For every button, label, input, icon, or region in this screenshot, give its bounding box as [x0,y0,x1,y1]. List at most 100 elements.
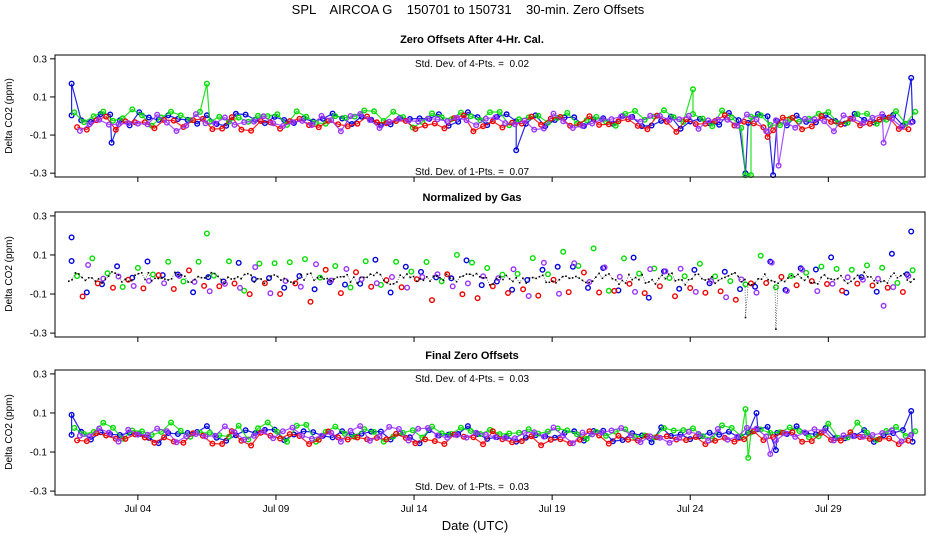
data-point-black [445,273,448,276]
data-point-black [581,279,584,282]
data-point-black [505,274,508,277]
data-point-purple [289,424,296,431]
data-point-green [167,108,174,115]
data-point-purple [890,284,897,291]
data-point-blue [503,111,510,118]
data-point-black [704,279,706,281]
data-point-green [104,270,111,277]
data-point-blue [478,282,485,289]
data-point-purple [492,434,499,441]
series-line-red [76,114,909,139]
data-point-red [741,436,748,443]
data-point-blue [402,263,409,270]
data-point-black [846,282,849,285]
data-point-black [638,278,640,281]
data-point-green [709,123,716,130]
data-point-purple [299,117,306,124]
data-point-red [412,440,419,447]
data-point-purple [705,437,712,444]
data-point-green [487,109,494,116]
data-point-purple [449,283,456,290]
data-point-red [615,432,622,439]
panel-1-title: Zero Offsets After 4-Hr. Cal. [400,34,544,46]
data-point-black [542,274,544,277]
data-point-purple [598,429,605,436]
data-point-black [240,277,242,280]
data-point-purple [724,436,731,443]
data-point-red [687,285,694,292]
data-point-green [256,260,263,267]
data-point-red [866,120,873,127]
panel-2-xticks [137,337,829,342]
data-point-black [435,275,438,277]
data-point-purple [115,438,122,445]
data-point-purple [531,429,538,436]
data-point-purple [176,272,183,279]
data-point-black [97,278,100,280]
data-point-black [459,276,461,278]
data-point-red [451,431,458,438]
data-point-purple [571,260,578,267]
data-point-blue [554,263,561,270]
data-point-black [194,278,196,281]
data-point-blue [648,439,655,446]
data-point-red [122,435,129,442]
data-point-purple [888,115,895,122]
data-point-purple [173,439,180,446]
data-point-black [167,279,169,281]
data-point-red [611,287,618,294]
data-point-black [389,283,392,286]
data-point-green [496,108,503,115]
data-point-blue [908,408,915,415]
data-point-red [824,281,831,288]
data-point-red [869,282,876,289]
data-point-black [78,273,80,275]
data-point-red [83,438,90,445]
data-point-green [529,255,536,262]
data-point-blue [311,286,318,293]
data-point-black [863,271,865,273]
panel-3: Final Zero Offsets -0.3 -0.1 0.1 0.3 Delta … [4,350,926,500]
data-point-black [399,274,401,276]
data-point-red [151,439,158,446]
data-point-blue [433,274,440,281]
data-point-purple [328,117,335,124]
data-point-purple [453,114,460,121]
data-point-black [127,280,130,283]
data-point-green [681,273,688,280]
data-point-red [847,429,854,436]
data-point-green [574,120,581,127]
data-point-black [720,277,723,280]
data-point-purple [192,431,199,438]
data-point-purple [250,118,257,125]
data-point-red [580,269,587,276]
data-point-black [121,281,123,283]
data-point-green [119,284,126,291]
data-point-red [353,269,360,276]
data-point-purple [521,429,528,436]
data-point-green [458,424,465,431]
x-tick-label: Jul 14 [401,504,428,515]
data-point-purple [734,433,741,440]
data-point-green [235,422,242,429]
data-point-green [393,258,400,265]
data-point-red [702,289,709,296]
data-point-black [336,276,339,279]
data-point-red [731,438,738,445]
data-point-blue [706,429,713,436]
data-point-green [636,270,643,277]
data-point-green [745,454,752,461]
data-point-black [323,278,325,280]
data-point-green [666,275,673,282]
data-point-black [598,272,600,275]
data-point-black [833,278,836,281]
data-point-black [591,280,594,282]
data-point-red [103,113,110,120]
data-point-purple [685,428,692,435]
data-point-red [596,121,603,128]
data-point-black [658,277,660,280]
data-point-black [876,282,879,284]
data-point-purple [676,435,683,442]
data-point-purple [463,117,470,124]
data-point-red [315,436,322,443]
